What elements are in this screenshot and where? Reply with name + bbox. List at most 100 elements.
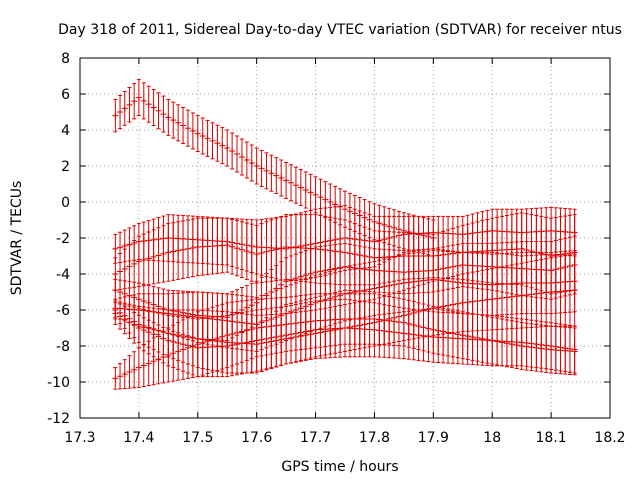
data-point [175, 221, 182, 280]
data-point [292, 166, 299, 204]
data-point [523, 322, 530, 371]
data-point [283, 296, 290, 352]
data-point [150, 89, 157, 126]
data-point [263, 298, 270, 356]
y-axis-label: SDTVAR / TECUs [9, 181, 25, 296]
data-point [180, 220, 187, 279]
data-point [248, 144, 255, 182]
data-point [571, 327, 578, 376]
data-point [112, 98, 119, 133]
data-point [126, 87, 133, 123]
data-point [445, 308, 452, 357]
data-point [224, 129, 231, 167]
data-point [283, 161, 290, 199]
data-point [189, 218, 196, 278]
data-point [508, 320, 515, 369]
data-point [238, 300, 245, 363]
x-tick-label: 18.1 [536, 430, 567, 446]
data-point [214, 305, 221, 372]
axes [79, 57, 611, 419]
data-point [238, 138, 245, 176]
data-point [288, 296, 295, 352]
data-point [533, 323, 540, 372]
data-point [273, 157, 280, 195]
data-point [145, 85, 152, 123]
tick-labels: 17.3 17.4 17.5 17.6 17.7 17.8 17.9 18 18.1 18.2 -1… [47, 51, 625, 446]
data-point [484, 315, 491, 364]
data-point [112, 278, 119, 302]
data-point [518, 262, 525, 329]
data-point [224, 217, 231, 273]
data-point [312, 176, 319, 214]
data-point [180, 107, 187, 144]
data-point [543, 325, 550, 373]
data-point [150, 337, 157, 386]
data-point [199, 309, 206, 376]
data-point [117, 94, 124, 130]
data-point [155, 227, 162, 284]
data-point [209, 217, 216, 275]
data-point [140, 344, 147, 387]
data-point [175, 322, 182, 381]
data-point [302, 294, 309, 350]
data-point [391, 296, 398, 346]
data-point [243, 141, 250, 179]
data-point [194, 311, 201, 378]
data-point [184, 109, 191, 147]
data-point [131, 83, 138, 120]
data-point [351, 293, 358, 345]
data-point [160, 95, 167, 133]
data-point [131, 351, 138, 389]
x-tick-label: 17.5 [182, 430, 213, 446]
data-point [131, 240, 138, 288]
data-point [464, 312, 471, 360]
data-point [258, 149, 265, 187]
x-tick-label: 17.9 [418, 430, 449, 446]
y-tick-label: -10 [47, 375, 70, 391]
series-sat-h [112, 293, 578, 390]
data-series [112, 79, 578, 390]
data-point [533, 260, 540, 328]
data-point [184, 219, 191, 279]
series-sat-a [112, 79, 437, 257]
data-point [449, 309, 456, 358]
data-point [248, 299, 255, 360]
data-point [121, 90, 128, 126]
data-point [204, 217, 211, 276]
data-point [243, 299, 250, 361]
x-tick-label: 17.6 [241, 430, 272, 446]
data-point [381, 295, 388, 346]
data-point [234, 135, 241, 173]
y-tick-label: -4 [56, 267, 70, 283]
data-point [229, 301, 236, 367]
data-point [160, 225, 167, 283]
data-point [258, 298, 265, 357]
data-point [503, 319, 510, 368]
data-point [155, 334, 162, 385]
data-point [425, 304, 432, 353]
y-tick-label: -6 [56, 303, 70, 319]
data-point [165, 98, 172, 136]
data-point [165, 223, 172, 282]
data-point [248, 223, 255, 282]
data-point [135, 347, 142, 388]
data-point [150, 229, 157, 285]
data-point [566, 327, 573, 375]
data-point [258, 223, 265, 283]
data-point [518, 322, 525, 370]
data-point [376, 294, 383, 345]
x-tick-label: 18 [483, 430, 501, 446]
data-point [415, 302, 422, 351]
data-point [135, 235, 142, 288]
data-point [538, 324, 545, 373]
data-point [238, 221, 245, 279]
data-point [302, 171, 309, 209]
data-point [288, 164, 295, 202]
data-point [297, 295, 304, 351]
x-tick-label: 17.7 [300, 430, 331, 446]
data-point [145, 340, 152, 387]
data-point [145, 231, 152, 286]
data-point [342, 293, 348, 345]
data-point [528, 323, 535, 372]
